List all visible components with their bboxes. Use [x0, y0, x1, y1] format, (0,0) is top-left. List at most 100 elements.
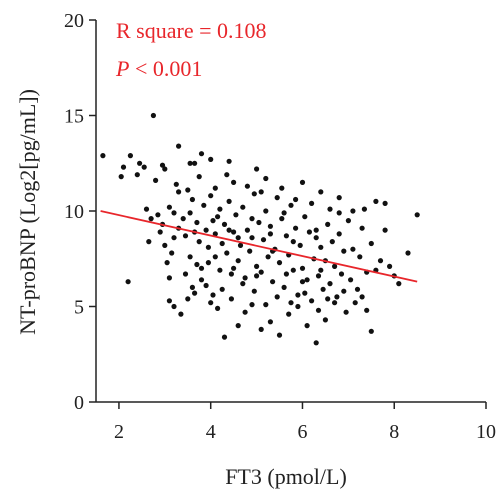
- data-point: [185, 296, 191, 302]
- data-point: [258, 269, 264, 275]
- data-point: [134, 172, 140, 178]
- data-point: [332, 263, 338, 269]
- data-point: [173, 181, 179, 187]
- data-point: [244, 227, 250, 233]
- data-point: [166, 298, 172, 304]
- data-point: [235, 258, 241, 264]
- data-point: [325, 296, 331, 302]
- data-point: [299, 179, 306, 185]
- data-point: [196, 239, 202, 245]
- data-point: [345, 218, 351, 224]
- y-tick-label: 15: [64, 106, 84, 128]
- data-point: [283, 233, 289, 239]
- data-point: [208, 300, 214, 306]
- data-point: [224, 250, 230, 256]
- data-point: [256, 219, 262, 226]
- data-point: [267, 223, 273, 229]
- data-point: [382, 227, 388, 233]
- data-point: [263, 302, 269, 308]
- data-point: [299, 265, 306, 271]
- data-point: [270, 279, 276, 285]
- data-point: [180, 216, 186, 222]
- data-point: [231, 265, 237, 271]
- data-point: [315, 273, 322, 279]
- data-point: [313, 235, 319, 241]
- y-tick-label: 20: [64, 10, 84, 32]
- data-point: [279, 216, 285, 222]
- data-point: [228, 271, 234, 277]
- data-point: [276, 260, 283, 266]
- data-point: [171, 235, 177, 241]
- data-point: [219, 240, 225, 247]
- data-point: [304, 277, 310, 283]
- data-point: [357, 254, 363, 260]
- data-point: [373, 198, 379, 204]
- data-point: [242, 275, 248, 281]
- data-point: [212, 231, 218, 237]
- data-point: [288, 300, 294, 306]
- data-point: [178, 311, 184, 317]
- data-point: [169, 250, 175, 256]
- data-point: [283, 271, 289, 277]
- data-point: [295, 303, 301, 310]
- data-point: [288, 202, 294, 208]
- data-point: [159, 162, 166, 168]
- p-value-text: < 0.001: [129, 56, 202, 81]
- data-point: [336, 210, 342, 216]
- data-point: [251, 288, 257, 294]
- data-point: [162, 242, 168, 248]
- data-point: [198, 277, 205, 283]
- data-point: [219, 286, 225, 292]
- data-point: [221, 221, 228, 227]
- data-point: [233, 212, 239, 218]
- data-point: [313, 340, 319, 346]
- y-tick-label: 10: [64, 201, 84, 223]
- data-point: [153, 177, 159, 183]
- data-point: [302, 290, 308, 296]
- data-point: [348, 277, 354, 283]
- data-point: [318, 189, 324, 195]
- data-point: [155, 212, 161, 218]
- data-point: [237, 242, 244, 248]
- data-point: [274, 294, 280, 300]
- data-point: [263, 175, 269, 182]
- data-point: [247, 248, 253, 254]
- data-point: [217, 267, 223, 273]
- r-square-annotation: R square = 0.108: [116, 18, 267, 43]
- data-point: [336, 231, 342, 237]
- data-point: [352, 300, 358, 306]
- data-point: [254, 273, 260, 279]
- x-tick-label: 2: [114, 421, 124, 443]
- data-point: [242, 309, 248, 315]
- data-point: [322, 317, 328, 323]
- data-point: [176, 143, 182, 149]
- data-point: [150, 112, 156, 119]
- data-point: [350, 246, 356, 252]
- data-point: [141, 164, 147, 170]
- data-point: [318, 244, 324, 250]
- data-point: [228, 296, 234, 302]
- data-point: [267, 319, 273, 325]
- data-point: [125, 279, 131, 285]
- data-point: [203, 282, 209, 289]
- y-axis-title: NT-proBNP (Log2[pg/mL]): [15, 89, 40, 335]
- data-point: [249, 235, 255, 241]
- data-point: [338, 271, 345, 277]
- data-point: [231, 179, 237, 185]
- data-point: [210, 218, 216, 224]
- data-point: [263, 208, 269, 214]
- data-point: [205, 244, 211, 250]
- data-point: [240, 204, 246, 210]
- data-point: [171, 303, 177, 310]
- data-point: [221, 334, 228, 340]
- fit-line-group: [100, 210, 418, 283]
- data-point: [350, 208, 356, 214]
- data-point: [100, 153, 106, 159]
- y-tick-label: 5: [74, 297, 84, 319]
- x-tick-label: 10: [476, 421, 496, 443]
- data-point: [196, 174, 202, 180]
- data-point: [194, 219, 200, 226]
- data-point: [359, 294, 365, 300]
- data-point: [377, 258, 384, 264]
- data-point: [354, 286, 361, 292]
